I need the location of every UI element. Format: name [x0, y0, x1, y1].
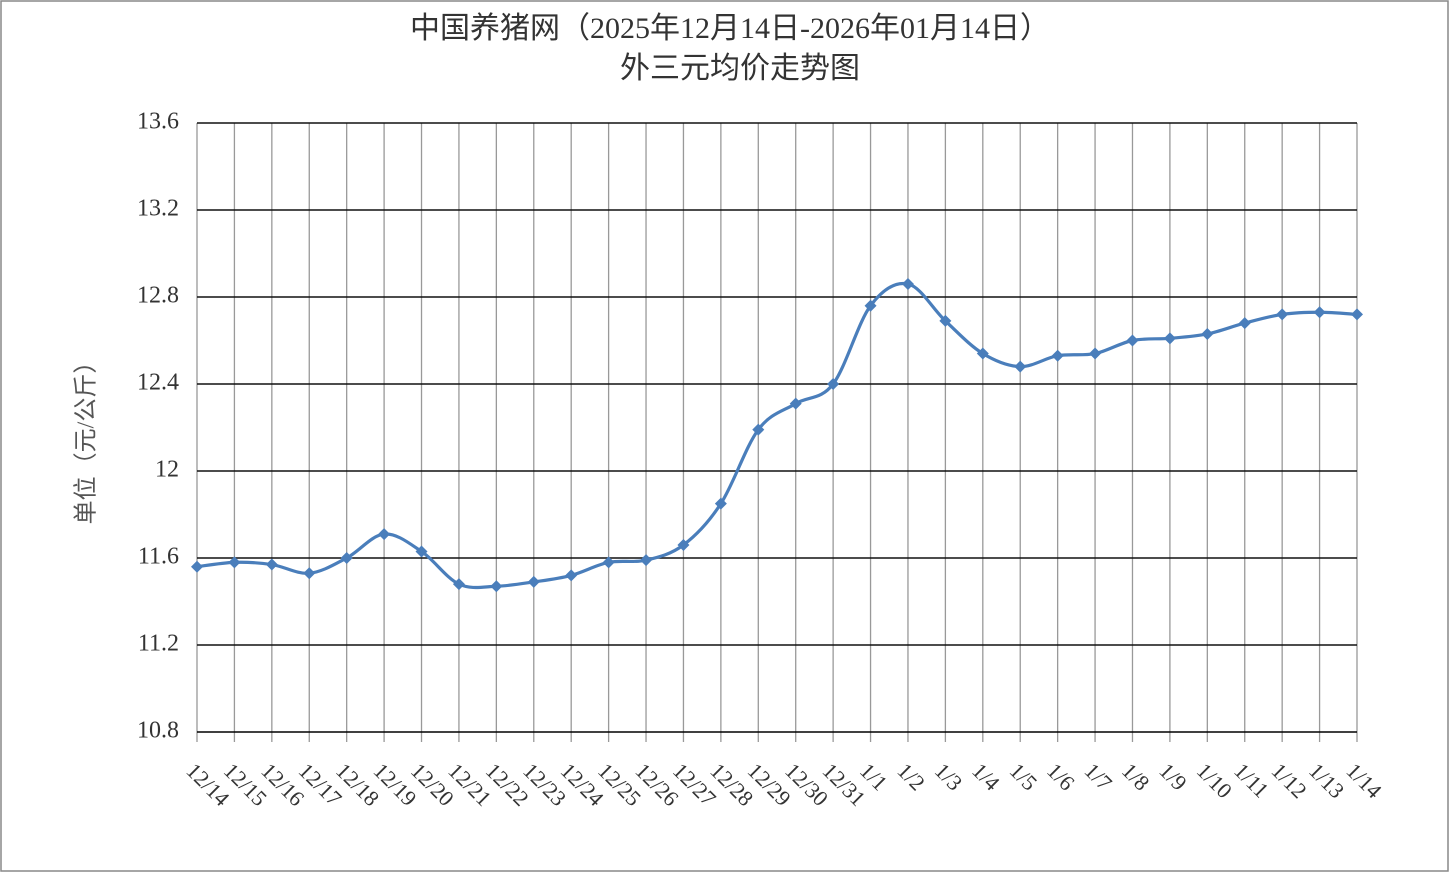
marker: [939, 314, 952, 327]
marker: [265, 558, 278, 571]
marker: [1351, 308, 1363, 321]
marker: [827, 378, 840, 390]
y-tick-label: 12.8: [137, 283, 179, 309]
y-axis-label: 单位（元/公斤）: [73, 350, 100, 525]
y-tick-label: 12.4: [137, 370, 179, 396]
marker: [1163, 332, 1176, 345]
chart-title: 中国养猪网（2025年12月14日-2026年01月14日）: [410, 12, 1050, 45]
y-tick-label: 13.2: [137, 196, 179, 222]
y-tick-label: 11.2: [138, 631, 179, 657]
marker: [340, 552, 353, 564]
marker: [1276, 308, 1289, 321]
marker: [378, 528, 391, 541]
marker: [1201, 327, 1214, 340]
marker: [1051, 349, 1064, 362]
marker: [677, 538, 690, 551]
marker: [901, 277, 914, 290]
marker: [527, 575, 540, 588]
y-tick-label: 13.6: [137, 109, 179, 135]
y-tick-label: 11.6: [138, 544, 179, 570]
marker: [452, 578, 465, 591]
marker: [303, 567, 316, 580]
chart-subtitle: 外三元均价走势图: [620, 52, 860, 85]
y-tick-label: 12: [155, 457, 179, 483]
marker: [191, 560, 203, 573]
marker: [714, 497, 727, 510]
marker: [640, 554, 653, 567]
marker: [1126, 334, 1139, 347]
marker: [1238, 317, 1251, 330]
marker: [864, 299, 877, 312]
marker: [1089, 347, 1102, 360]
series-line: [196, 281, 1358, 590]
y-tick-label: 10.8: [137, 718, 179, 744]
marker: [1313, 306, 1326, 319]
marker: [752, 423, 765, 436]
marker: [789, 397, 802, 410]
marker: [415, 545, 428, 558]
marker: [1014, 360, 1027, 373]
marker: [228, 556, 241, 569]
marker: [602, 556, 615, 569]
marker: [976, 347, 989, 360]
marker: [565, 569, 578, 582]
marker: [490, 580, 503, 593]
